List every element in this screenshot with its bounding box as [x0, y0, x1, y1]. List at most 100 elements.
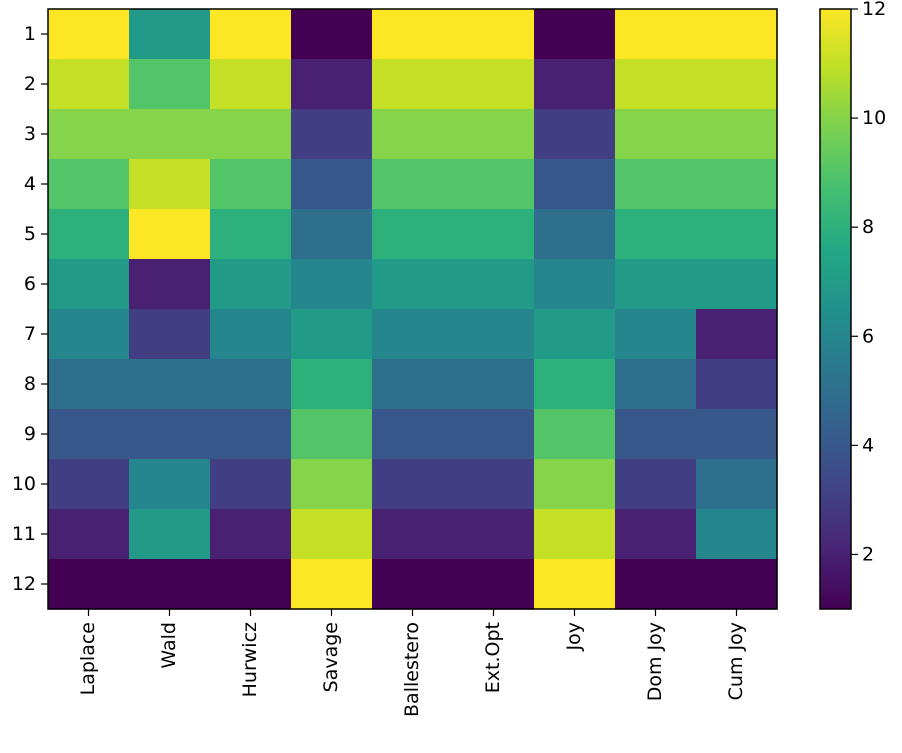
heatmap-cell [696, 509, 778, 560]
x-tick-label: Cum Joy [725, 622, 747, 700]
heatmap-cell [48, 359, 130, 410]
heatmap-cell [291, 559, 373, 610]
heatmap-cell [372, 459, 454, 510]
y-tick-label: 1 [24, 23, 36, 45]
x-tick-label: Wald [158, 622, 180, 669]
heatmap-cell [291, 359, 373, 410]
heatmap-cell [48, 259, 130, 310]
heatmap-cell [615, 309, 697, 360]
colorbar-tick-label: 2 [862, 543, 874, 565]
heatmap-cell [453, 459, 535, 510]
x-tick-label: Laplace [77, 622, 99, 695]
heatmap-cell [615, 409, 697, 460]
heatmap-cell [696, 309, 778, 360]
heatmap-cell [291, 409, 373, 460]
heatmap-cell [696, 459, 778, 510]
heatmap-cell [129, 359, 211, 410]
heatmap-cell [615, 359, 697, 410]
y-tick-label: 5 [24, 223, 36, 245]
colorbar-tick-label: 4 [862, 434, 874, 456]
heatmap-cell [534, 409, 616, 460]
colorbar-tick-label: 12 [862, 0, 886, 20]
heatmap-cell [615, 59, 697, 110]
heatmap-cell [696, 59, 778, 110]
heatmap-cell [534, 159, 616, 210]
heatmap-cell [291, 159, 373, 210]
x-tick-label: Ext.Opt [482, 622, 504, 693]
heatmap-cell [129, 109, 211, 160]
heatmap-cell [291, 459, 373, 510]
heatmap-cell [372, 209, 454, 260]
heatmap-cell [696, 259, 778, 310]
heatmap-cell [372, 9, 454, 60]
heatmap-cell [534, 559, 616, 610]
heatmap-cell [534, 509, 616, 560]
heatmap-cell [615, 209, 697, 260]
x-axis: Laplace Wald Hurwicz Savage Ballestero Ext.Op… [77, 609, 747, 717]
x-tick-label: Hurwicz [239, 622, 261, 697]
heatmap-cell [129, 459, 211, 510]
heatmap-cells [48, 9, 778, 610]
heatmap-cell [291, 109, 373, 160]
x-tick-label: Ballestero [401, 622, 423, 717]
heatmap-cell [210, 59, 292, 110]
heatmap-cell [48, 309, 130, 360]
heatmap-cell [372, 559, 454, 610]
heatmap-cell [291, 309, 373, 360]
heatmap-cell [129, 259, 211, 310]
heatmap-cell [48, 59, 130, 110]
y-tick-label: 6 [24, 273, 36, 295]
heatmap-cell [453, 109, 535, 160]
heatmap-cell [696, 9, 778, 60]
heatmap-cell [534, 59, 616, 110]
colorbar-gradient [819, 8, 852, 610]
heatmap-cell [48, 159, 130, 210]
heatmap-cell [291, 259, 373, 310]
y-tick-label: 3 [24, 123, 36, 145]
heatmap-cell [372, 359, 454, 410]
heatmap-cell [534, 459, 616, 510]
heatmap-cell [372, 509, 454, 560]
heatmap-cell [291, 509, 373, 560]
heatmap-cell [48, 109, 130, 160]
x-tick-label: Savage [320, 622, 342, 692]
colorbar-tick-label: 6 [862, 325, 874, 347]
heatmap-cell [129, 209, 211, 260]
heatmap-cell [129, 159, 211, 210]
heatmap-cell [210, 359, 292, 410]
heatmap-cell [48, 509, 130, 560]
heatmap-cell [453, 559, 535, 610]
heatmap-cell [372, 409, 454, 460]
heatmap-cell [615, 109, 697, 160]
heatmap-cell [210, 459, 292, 510]
heatmap-cell [291, 209, 373, 260]
colorbar-tick-label: 10 [862, 107, 886, 129]
heatmap-cell [615, 159, 697, 210]
heatmap-cell [615, 559, 697, 610]
heatmap-cell [210, 9, 292, 60]
heatmap-cell [372, 309, 454, 360]
heatmap-cell [210, 509, 292, 560]
heatmap-cell [534, 9, 616, 60]
heatmap-cell [291, 9, 373, 60]
heatmap-cell [291, 59, 373, 110]
heatmap-cell [453, 359, 535, 410]
heatmap-cell [696, 409, 778, 460]
y-tick-label: 4 [24, 173, 36, 195]
heatmap-cell [210, 309, 292, 360]
heatmap-cell [129, 9, 211, 60]
heatmap-cell [372, 109, 454, 160]
heatmap-cell [534, 209, 616, 260]
heatmap-cell [210, 409, 292, 460]
x-tick-label: Dom Joy [644, 622, 666, 701]
heatmap-cell [210, 559, 292, 610]
heatmap-cell [696, 209, 778, 260]
heatmap-cell [453, 309, 535, 360]
heatmap-cell [372, 159, 454, 210]
heatmap-cell [48, 559, 130, 610]
y-tick-label: 2 [24, 73, 36, 95]
colorbar: 2 4 6 8 10 12 [819, 0, 886, 610]
heatmap-cell [453, 409, 535, 460]
heatmap-cell [453, 59, 535, 110]
